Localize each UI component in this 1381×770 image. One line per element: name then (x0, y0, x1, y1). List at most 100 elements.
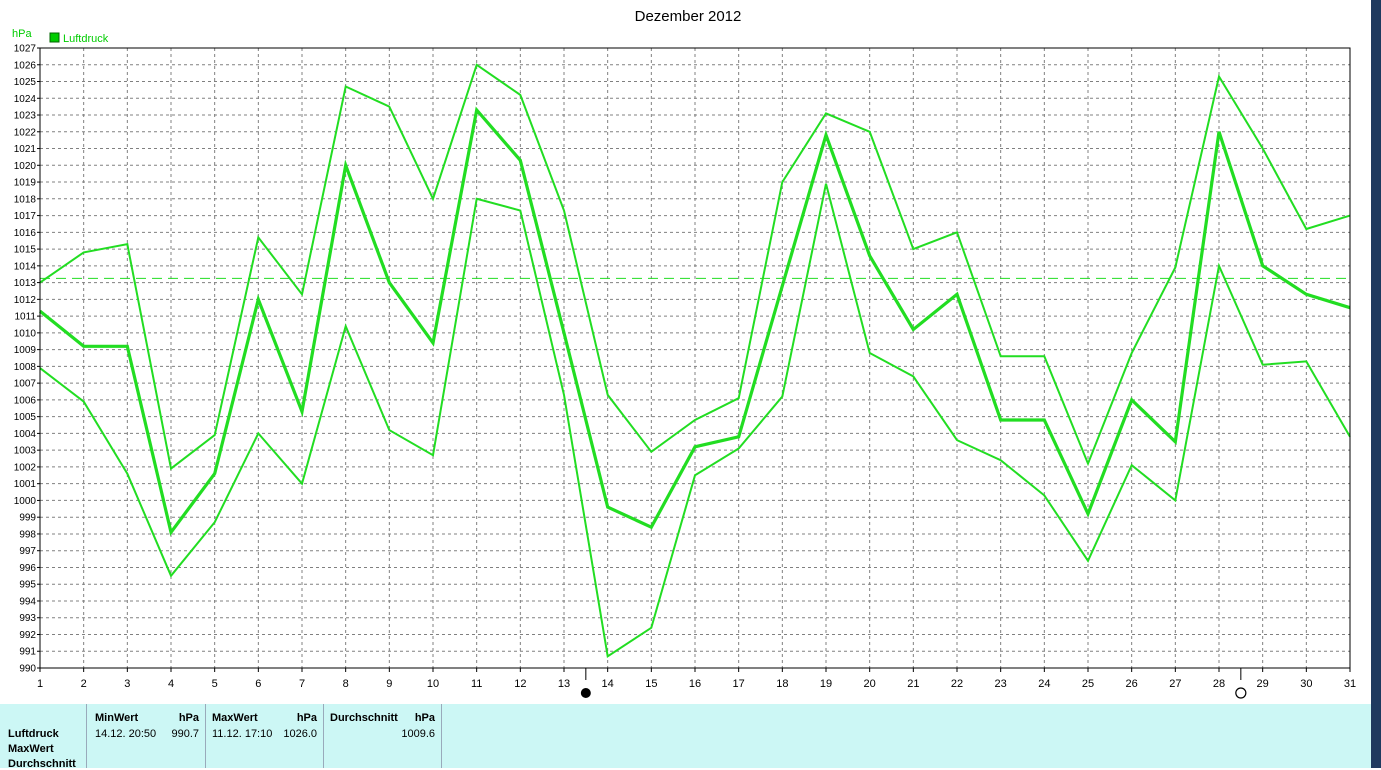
moon-phase-markers (580, 668, 1247, 699)
series-line-max (39, 63, 1351, 471)
y-tick-label: 1021 (14, 144, 37, 155)
stats-datetime: 11.12. 17:10 (212, 728, 273, 740)
stats-row-label: MaxWert (8, 743, 54, 755)
x-tick-label: 25 (1082, 678, 1094, 690)
y-tick-label: 1014 (14, 261, 37, 272)
y-tick-label: 1024 (14, 94, 37, 105)
y-tick-label: 1023 (14, 111, 37, 122)
x-tick-label: 3 (124, 678, 130, 690)
y-tick-label: 992 (19, 630, 36, 641)
new-moon-icon (580, 688, 591, 698)
y-tick-label: 1027 (14, 44, 37, 55)
y-tick-label: 1018 (14, 194, 37, 205)
legend-label: Luftdruck (63, 33, 109, 45)
x-tick-label: 29 (1257, 678, 1269, 690)
y-tick-label: 1015 (14, 245, 37, 256)
x-tick-label: 31 (1344, 678, 1356, 690)
y-tick-label: 1004 (14, 429, 37, 440)
stats-value: 1026.0 (283, 728, 317, 740)
stats-unit: hPa (296, 712, 317, 724)
y-tick-label: 1020 (14, 161, 37, 172)
x-tick-label: 4 (168, 678, 174, 690)
x-tick-label: 2 (81, 678, 87, 690)
y-tick-label: 1001 (14, 479, 37, 490)
stats-value: 1009.6 (401, 728, 435, 740)
series-lines (38, 63, 1351, 658)
y-tick-label: 1013 (14, 278, 37, 289)
stats-value: 990.7 (171, 728, 199, 740)
stats-row-label: Luftdruck (8, 728, 59, 740)
y-tick-label: 1007 (14, 379, 37, 390)
stats-header: MinWert (95, 712, 139, 724)
series-line-mean (38, 106, 1351, 537)
x-tick-label: 28 (1213, 678, 1225, 690)
stats-panel: Luftdruck MaxWert Durchschnitt MinWert h… (0, 704, 1371, 770)
y-tick-label: 1026 (14, 60, 37, 71)
y-tick-label: 1017 (14, 211, 37, 222)
y-tick-label: 1000 (14, 496, 37, 507)
stats-header: Durchschnitt (330, 712, 398, 724)
x-tick-label: 15 (645, 678, 657, 690)
x-tick-label: 26 (1126, 678, 1138, 690)
y-tick-label: 997 (19, 546, 36, 557)
x-tick-label: 13 (558, 678, 570, 690)
x-tick-label: 24 (1038, 678, 1050, 690)
x-tick-label: 19 (820, 678, 832, 690)
series-line-min (39, 183, 1351, 658)
y-tick-label: 998 (19, 529, 36, 540)
y-tick-label: 996 (19, 563, 36, 574)
grid (40, 48, 1350, 668)
window-edge (1371, 0, 1381, 768)
y-tick-label: 1025 (14, 77, 37, 88)
x-tick-label: 6 (255, 678, 261, 690)
x-tick-label: 22 (951, 678, 963, 690)
x-tick-label: 9 (386, 678, 392, 690)
y-tick-label: 990 (19, 664, 36, 675)
y-tick-label: 993 (19, 613, 36, 624)
stats-datetime: 14.12. 20:50 (95, 728, 157, 740)
y-tick-label: 1002 (14, 462, 37, 473)
full-moon-icon (1235, 687, 1247, 699)
x-tick-label: 17 (733, 678, 745, 690)
y-tick-label: 1012 (14, 295, 37, 306)
stats-unit: hPa (414, 712, 435, 724)
stats-column-max: MaxWert hPa 11.12. 17:10 1026.0 (205, 704, 324, 768)
y-tick-label: 995 (19, 580, 36, 591)
x-tick-label: 16 (689, 678, 701, 690)
x-tick-label: 10 (427, 678, 439, 690)
x-tick-label: 18 (776, 678, 788, 690)
x-tick-label: 12 (514, 678, 526, 690)
y-tick-label: 1003 (14, 446, 37, 457)
stats-column-average: Durchschnitt hPa 1009.6 (324, 704, 442, 768)
stats-unit: hPa (178, 712, 199, 724)
y-tick-label: 1009 (14, 345, 37, 356)
x-tick-label: 27 (1169, 678, 1181, 690)
stats-row-label: Durchschnitt (8, 758, 76, 770)
x-axis-ticks: 1 2 3 4 5 6 7 8 9 10 11 12 13 14 15 16 17 18 19 20 21 22 23 24 2… (37, 668, 1356, 690)
y-axis-ticks: 990 991 992 993 994 995 996 997 998 999 1000 1001 10… (14, 44, 40, 675)
x-tick-label: 7 (299, 678, 305, 690)
y-tick-label: 1016 (14, 228, 37, 239)
chart-title: Dezember 2012 (635, 8, 742, 25)
plot-frame (39, 47, 1351, 669)
y-tick-label: 1022 (14, 127, 37, 138)
y-tick-label: 991 (19, 647, 36, 658)
x-tick-label: 8 (343, 678, 349, 690)
legend-swatch (49, 32, 60, 43)
y-tick-label: 1008 (14, 362, 37, 373)
x-tick-label: 5 (212, 678, 218, 690)
y-tick-label: 1005 (14, 412, 37, 423)
y-tick-label: 999 (19, 513, 36, 524)
y-tick-label: 1019 (14, 178, 37, 189)
y-tick-label: 994 (19, 596, 36, 607)
stats-column-min: MinWert hPa 14.12. 20:50 990.7 (86, 704, 206, 768)
x-tick-label: 11 (471, 678, 482, 690)
x-tick-label: 21 (907, 678, 919, 690)
y-tick-label: 1006 (14, 395, 37, 406)
x-tick-label: 23 (995, 678, 1007, 690)
x-tick-label: 30 (1300, 678, 1312, 690)
y-tick-label: 1010 (14, 328, 37, 339)
x-tick-label: 14 (602, 678, 614, 690)
x-tick-label: 1 (37, 678, 43, 690)
pressure-chart: Dezember 2012 hPa Luftdruck 990 991 992 993… (12, 8, 1356, 699)
